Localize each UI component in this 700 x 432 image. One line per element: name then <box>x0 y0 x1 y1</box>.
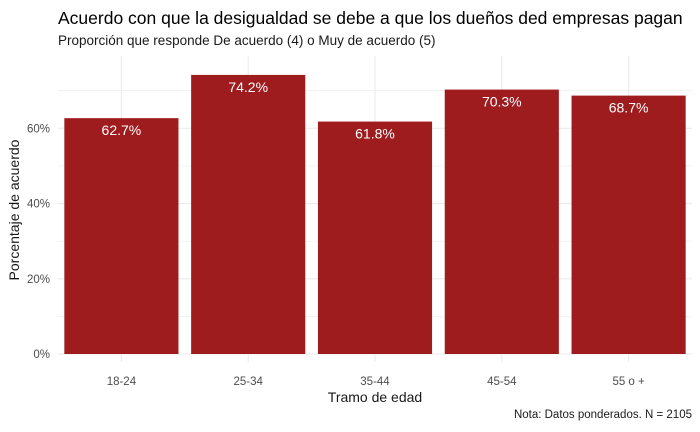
bar-value-label: 68.7% <box>609 100 649 116</box>
y-tick-label: 40% <box>27 199 50 211</box>
y-tick-label: 60% <box>27 123 50 135</box>
y-axis-title: Porcentaje de acuerdo <box>6 139 22 281</box>
bar-25-34 <box>191 74 306 354</box>
chart-title: Acuerdo con que la desigualdad se debe a… <box>58 8 683 28</box>
y-tick-label: 0% <box>33 349 50 361</box>
y-axis-ticks: 0% 20% 40% 60% <box>27 123 50 361</box>
x-tick-label: 35-44 <box>360 376 390 388</box>
x-tick-label: 18-24 <box>107 376 137 388</box>
data-labels: 62.7% 74.2% 61.8% 70.3% 68.7% <box>102 79 649 142</box>
y-tick-label: 20% <box>27 274 50 286</box>
bar-value-label: 70.3% <box>482 94 522 110</box>
x-tick-label: 45-54 <box>487 376 517 388</box>
bar-55 o + <box>571 95 686 355</box>
chart-subtitle: Proporción que responde De acuerdo (4) o… <box>58 33 436 48</box>
bar-value-label: 61.8% <box>355 126 395 142</box>
x-axis-title: Tramo de edad <box>327 389 423 405</box>
chart-caption: Nota: Datos ponderados. N = 2105 <box>513 409 692 421</box>
x-axis-ticks: 18-24 25-34 35-44 45-54 55 o + <box>107 376 645 388</box>
x-tick-label: 25-34 <box>233 376 263 388</box>
bar-18-24 <box>64 118 179 354</box>
bar-value-label: 62.7% <box>102 122 142 138</box>
x-tick-label: 55 o + <box>612 376 645 388</box>
bar-value-label: 74.2% <box>228 79 268 95</box>
bar-35-44 <box>317 121 433 354</box>
bars <box>64 74 686 355</box>
bar-45-54 <box>444 89 559 355</box>
